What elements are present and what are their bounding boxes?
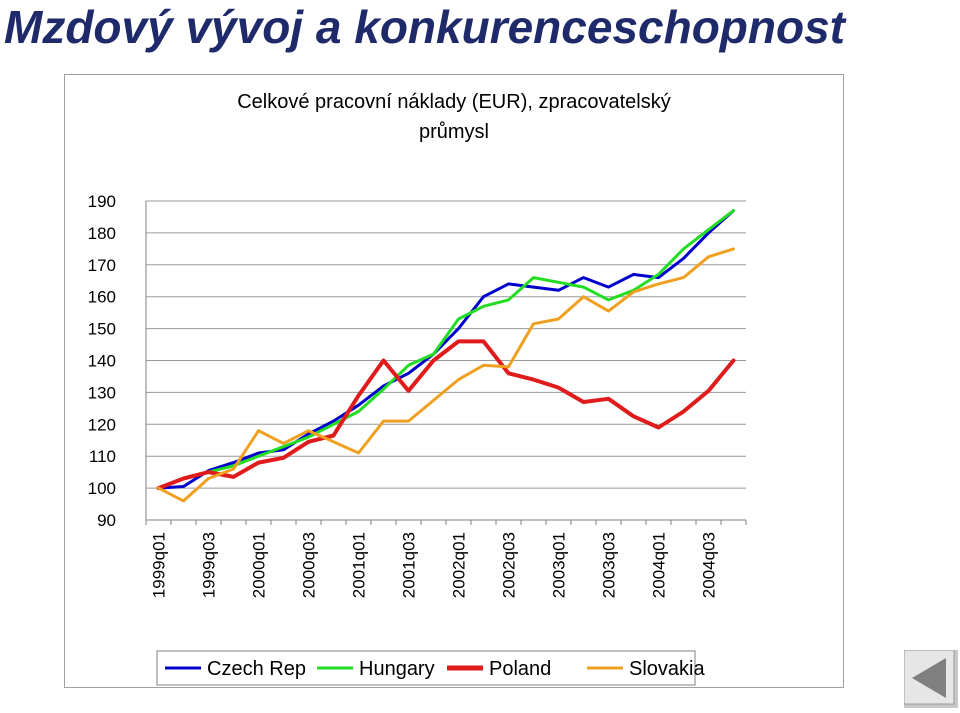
y-tick-label: 110 [89, 447, 116, 466]
chart-title-line-2: průmysl [418, 121, 489, 143]
x-tick-label: 1999q03 [200, 532, 219, 598]
y-tick-label: 100 [88, 479, 116, 498]
previous-slide-button[interactable] [903, 649, 958, 708]
legend-label: Hungary [359, 658, 435, 680]
x-tick-label: 2000q03 [300, 532, 319, 598]
x-tick-label: 2004q01 [650, 532, 669, 598]
y-tick-label: 190 [88, 192, 116, 211]
previous-arrow-icon [903, 649, 958, 708]
series-line [157, 209, 735, 490]
legend-label: Poland [489, 658, 551, 680]
x-tick-label: 2001q03 [400, 532, 419, 598]
line-chart: 90 100 110 120 130 140 150 160 170 180 190 1999q01 1… [88, 192, 747, 686]
x-tick-label: 2001q01 [350, 532, 369, 598]
series-line [157, 209, 735, 490]
y-tick-label: 150 [88, 320, 116, 339]
y-tick-label: 130 [88, 383, 116, 402]
x-tick-label: 2003q01 [550, 532, 569, 598]
x-tick-label: 2002q01 [450, 532, 469, 598]
x-tick-label: 2004q03 [700, 532, 719, 598]
series-line [157, 247, 735, 503]
x-tick-label: 2000q01 [250, 532, 269, 598]
x-tick-label: 2003q03 [600, 532, 619, 598]
y-tick-label: 120 [88, 415, 116, 434]
y-tick-label: 140 [88, 352, 116, 371]
chart-frame: Celkové pracovní náklady (EUR), zpracova… [64, 74, 844, 688]
x-tick-label: 1999q01 [150, 532, 169, 598]
slide-title: Mzdový vývoj a konkurenceschopnost [4, 1, 846, 53]
y-tick-label: 180 [88, 224, 116, 243]
chart-title-line-1: Celkové pracovní náklady (EUR), zpracova… [237, 91, 671, 113]
y-tick-label: 160 [88, 288, 116, 307]
y-tick-label: 170 [88, 256, 116, 275]
legend-label: Czech Rep [207, 658, 306, 680]
x-tick-label: 2002q03 [500, 532, 519, 598]
series-line [156, 339, 736, 491]
y-tick-label: 90 [97, 511, 116, 530]
chart-title: Celkové pracovní náklady (EUR), zpracova… [65, 87, 843, 147]
legend-label: Slovakia [629, 658, 705, 680]
